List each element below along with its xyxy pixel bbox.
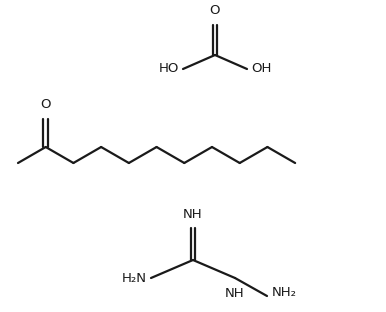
Text: HO: HO — [159, 62, 179, 76]
Text: H₂N: H₂N — [122, 271, 147, 285]
Text: OH: OH — [251, 62, 271, 76]
Text: NH: NH — [183, 208, 203, 221]
Text: O: O — [41, 98, 51, 111]
Text: NH₂: NH₂ — [272, 285, 297, 299]
Text: O: O — [210, 4, 220, 17]
Text: NH: NH — [225, 287, 245, 300]
